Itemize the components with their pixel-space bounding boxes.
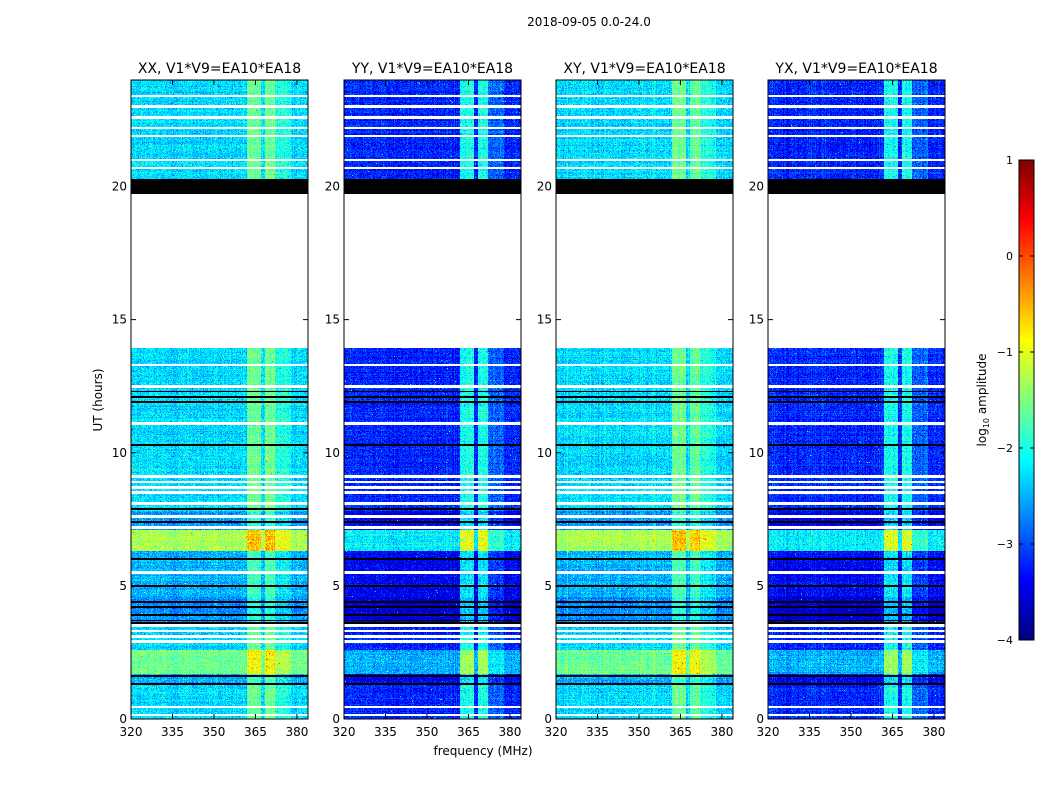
x-tick-label: 335 bbox=[798, 725, 821, 739]
y-tick-label: 5 bbox=[332, 579, 340, 593]
panel-frame bbox=[555, 79, 734, 720]
colorbar-frame bbox=[1018, 159, 1035, 641]
x-tick-label: 320 bbox=[757, 725, 780, 739]
colorbar-tick-label: −1 bbox=[997, 346, 1013, 359]
x-tick-label: 380 bbox=[922, 725, 945, 739]
y-axis-label: UT (hours) bbox=[91, 368, 105, 431]
colorbar-gradient bbox=[1019, 160, 1034, 640]
x-tick-label: 365 bbox=[881, 725, 904, 739]
colorbar-tick-label: 1 bbox=[1006, 154, 1013, 167]
colorbar-label-part: 10 bbox=[982, 418, 991, 428]
panel-title: XY, V1*V9=EA10*EA18 bbox=[563, 61, 725, 77]
waterfall-heatmap bbox=[131, 80, 308, 719]
y-tick-label: 0 bbox=[544, 712, 552, 726]
figure-suptitle: 2018-09-05 0.0-24.0 bbox=[527, 15, 651, 29]
y-tick-label: 10 bbox=[537, 446, 552, 460]
y-tick-label: 15 bbox=[325, 313, 340, 327]
x-tick-label: 350 bbox=[628, 725, 651, 739]
x-tick-label: 335 bbox=[161, 725, 184, 739]
y-tick-label: 20 bbox=[749, 180, 764, 194]
x-tick-label: 380 bbox=[285, 725, 308, 739]
y-tick-label: 5 bbox=[756, 579, 764, 593]
x-tick-label: 320 bbox=[545, 725, 568, 739]
x-tick-label: 365 bbox=[244, 725, 267, 739]
y-tick-label: 20 bbox=[325, 180, 340, 194]
colorbar-label-part: log bbox=[975, 428, 989, 446]
x-axis-label: frequency (MHz) bbox=[433, 744, 532, 758]
y-tick-label: 0 bbox=[756, 712, 764, 726]
y-tick-label: 15 bbox=[112, 313, 127, 327]
y-tick-label: 5 bbox=[544, 579, 552, 593]
x-tick-label: 380 bbox=[710, 725, 733, 739]
colorbar-tick-label: −3 bbox=[997, 538, 1013, 551]
panel-frame bbox=[343, 79, 522, 720]
x-tick-label: 335 bbox=[374, 725, 397, 739]
panel-title: YY, V1*V9=EA10*EA18 bbox=[351, 61, 513, 77]
x-tick-label: 335 bbox=[586, 725, 609, 739]
y-tick-label: 15 bbox=[537, 313, 552, 327]
y-tick-label: 10 bbox=[749, 446, 764, 460]
colorbar-tick-label: −2 bbox=[997, 442, 1013, 455]
panel-title: YX, V1*V9=EA10*EA18 bbox=[774, 61, 937, 77]
x-tick-label: 320 bbox=[333, 725, 356, 739]
panel-title: XX, V1*V9=EA10*EA18 bbox=[138, 61, 301, 77]
y-tick-label: 15 bbox=[749, 313, 764, 327]
panel-frame bbox=[767, 79, 946, 720]
x-tick-label: 320 bbox=[120, 725, 143, 739]
panel-frame bbox=[130, 79, 309, 720]
x-tick-label: 380 bbox=[498, 725, 521, 739]
y-tick-label: 10 bbox=[112, 446, 127, 460]
y-tick-label: 5 bbox=[119, 579, 127, 593]
y-tick-label: 20 bbox=[537, 180, 552, 194]
y-tick-label: 10 bbox=[325, 446, 340, 460]
colorbar-tick-label: −4 bbox=[997, 634, 1013, 647]
colorbar-label: log10 amplitude bbox=[975, 354, 991, 447]
x-tick-label: 365 bbox=[457, 725, 480, 739]
x-tick-label: 350 bbox=[203, 725, 226, 739]
x-tick-label: 350 bbox=[416, 725, 439, 739]
y-tick-label: 0 bbox=[119, 712, 127, 726]
colorbar-tick-label: 0 bbox=[1006, 250, 1013, 263]
y-tick-label: 0 bbox=[332, 712, 340, 726]
y-tick-label: 20 bbox=[112, 180, 127, 194]
waterfall-heatmap bbox=[556, 80, 733, 719]
x-tick-label: 365 bbox=[669, 725, 692, 739]
x-tick-label: 350 bbox=[840, 725, 863, 739]
waterfall-heatmap bbox=[768, 80, 945, 719]
waterfall-heatmap bbox=[344, 80, 521, 719]
colorbar-label-part: amplitude bbox=[975, 354, 989, 418]
